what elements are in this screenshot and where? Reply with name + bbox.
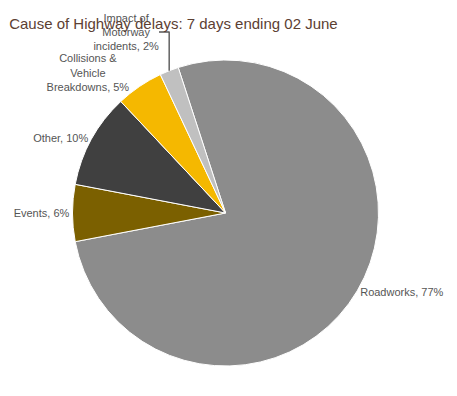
- svg-text:Cause of Highway delays: 7 day: Cause of Highway delays: 7 days ending 0…: [9, 15, 338, 32]
- svg-text:Impact ofMotorwayincidents, 2%: Impact ofMotorwayincidents, 2%: [93, 12, 159, 53]
- svg-text:Other, 10%: Other, 10%: [33, 132, 88, 144]
- svg-text:Roadworks, 77%: Roadworks, 77%: [360, 286, 443, 298]
- svg-text:Collisions &VehicleBreakdowns,: Collisions &VehicleBreakdowns, 5%: [47, 52, 130, 93]
- svg-text:Events, 6%: Events, 6%: [14, 207, 70, 219]
